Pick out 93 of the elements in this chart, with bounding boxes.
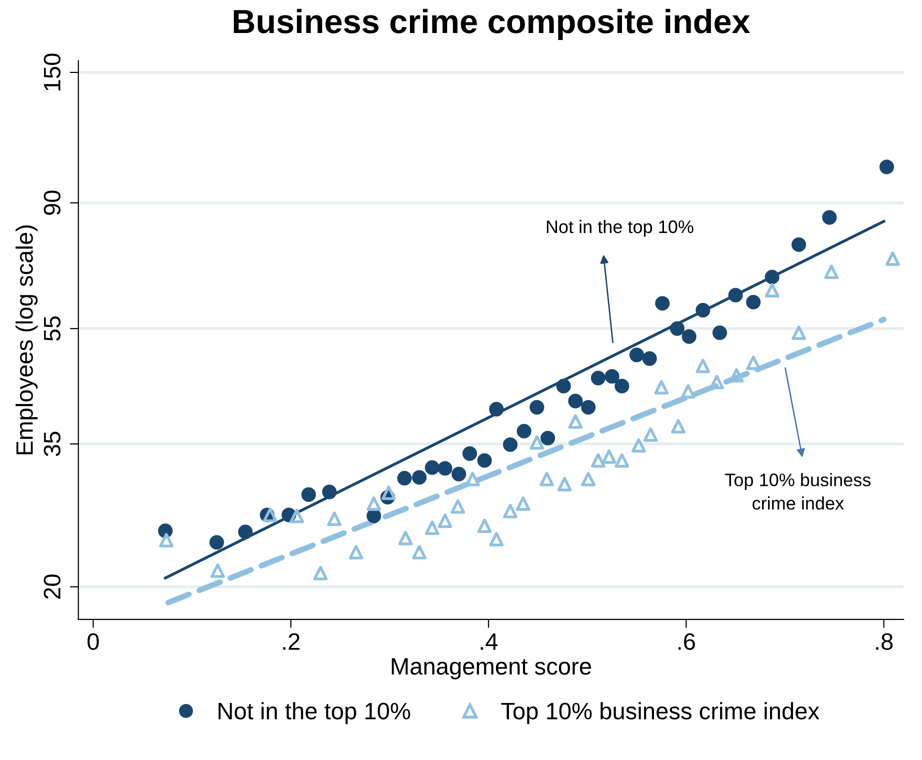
point (412, 545, 427, 560)
point (729, 368, 744, 382)
point (764, 283, 780, 298)
annotation: Top 10% business crime index (725, 473, 871, 510)
point (366, 508, 382, 524)
point (210, 563, 225, 578)
annotation: Not in the top 10% (546, 220, 694, 237)
point (581, 472, 596, 486)
point (301, 487, 316, 502)
point (568, 394, 583, 408)
x-tick-label: .2 (283, 633, 300, 650)
point (516, 496, 530, 511)
point (590, 453, 606, 468)
point (581, 400, 596, 415)
point (590, 370, 606, 386)
point (327, 512, 342, 526)
point (159, 533, 174, 548)
point (462, 446, 477, 461)
point (568, 414, 583, 429)
x-tick-label: .4 (480, 633, 498, 650)
point (792, 237, 806, 252)
point (885, 252, 900, 266)
point (412, 470, 427, 485)
point (438, 461, 452, 476)
point (262, 508, 278, 522)
point (397, 470, 412, 486)
point (489, 402, 504, 416)
x-tick-label: .8 (876, 633, 893, 650)
chart-title: Business crime composite index (234, 8, 750, 40)
point (642, 351, 657, 366)
y-tick-label: 20 (44, 574, 61, 599)
point (557, 476, 572, 492)
legend-label: Not in the top 10% (218, 702, 410, 724)
point (398, 530, 413, 546)
point (322, 484, 337, 500)
point (629, 348, 644, 362)
point (680, 384, 696, 399)
point (879, 160, 894, 174)
y-tick-label: 35 (44, 432, 61, 456)
point (712, 325, 728, 340)
point (764, 270, 780, 284)
point (209, 535, 224, 550)
point (696, 302, 710, 318)
point (424, 460, 440, 475)
point (604, 369, 620, 384)
point (670, 321, 685, 336)
point (477, 518, 492, 533)
x-tick-label: 0 (88, 633, 99, 650)
point (655, 296, 670, 311)
point (366, 496, 382, 511)
point (540, 430, 556, 446)
point (381, 486, 396, 500)
point (710, 374, 724, 390)
y-axis-title: Employees (log scale) (16, 225, 38, 454)
point (516, 424, 532, 438)
point (502, 437, 518, 452)
point (632, 438, 646, 453)
y-tick-label: 90 (44, 190, 61, 215)
x-tick-label: .6 (678, 633, 695, 650)
point (238, 524, 253, 540)
y-tick-label: 55 (44, 316, 61, 341)
point (530, 400, 544, 415)
point (822, 210, 837, 225)
point (452, 466, 466, 482)
point (728, 288, 743, 302)
point (792, 326, 806, 340)
point (489, 532, 504, 546)
point (746, 356, 761, 370)
point (614, 453, 630, 468)
point (696, 358, 710, 374)
y-tick-label: 150 (44, 54, 61, 90)
point (465, 472, 480, 486)
point (746, 294, 761, 310)
point (540, 472, 554, 486)
point (424, 520, 440, 535)
point (824, 264, 839, 279)
legend-label: Top 10% business crime index (501, 702, 820, 724)
point (290, 508, 304, 524)
point (556, 378, 571, 394)
point (348, 545, 364, 560)
point (614, 378, 630, 394)
point (530, 435, 544, 450)
point (671, 419, 686, 434)
point (477, 453, 492, 468)
point (643, 427, 658, 442)
point (450, 499, 466, 514)
point (503, 504, 518, 518)
point (654, 380, 669, 394)
point (682, 329, 696, 344)
x-axis-title: Management score (392, 658, 591, 680)
point (313, 566, 328, 580)
point (438, 514, 452, 528)
point (602, 449, 616, 464)
